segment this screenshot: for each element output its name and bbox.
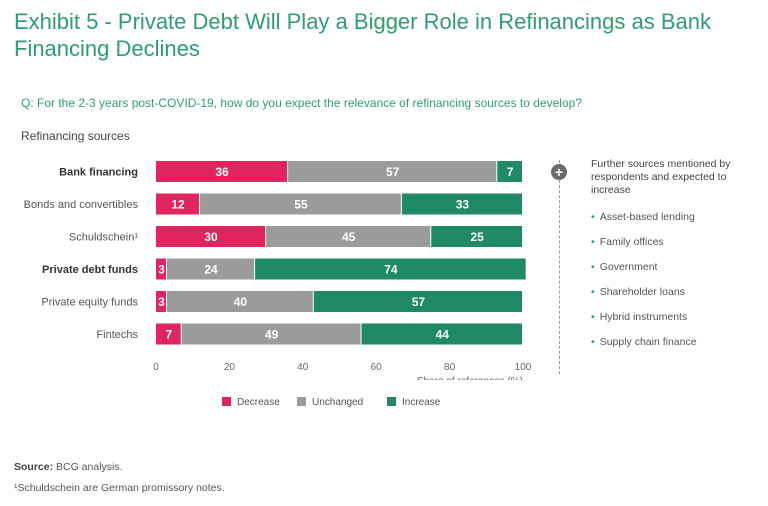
- x-tick-label: 40: [297, 362, 309, 373]
- bar-segment-unchanged: [181, 323, 361, 345]
- bar-segment-unchanged: [200, 193, 401, 215]
- bar-segment-decrease: [156, 291, 167, 312]
- category-label: Bank financing: [59, 167, 138, 179]
- data-label: 57: [386, 165, 400, 179]
- legend-item-unchanged: Unchanged: [297, 397, 363, 408]
- data-label: 36: [215, 165, 229, 179]
- data-label: 7: [166, 328, 173, 342]
- data-label: 7: [507, 165, 514, 179]
- further-item-label: Hybrid instruments: [599, 311, 688, 323]
- further-item-label: Asset-based lending: [599, 211, 695, 223]
- bar-segment-increase: [361, 323, 522, 345]
- list-item: • Hybrid instruments: [591, 310, 697, 335]
- stacked-bar-chart: Bank financing 36 57 7 Bonds and convertible…: [24, 161, 532, 380]
- bar-segment-unchanged: [266, 226, 431, 247]
- data-label: 25: [470, 230, 484, 244]
- bar-segment-decrease: [156, 193, 200, 215]
- x-tick-label: 100: [515, 362, 532, 373]
- bar-segment-decrease: [156, 258, 167, 280]
- x-tick-label: 80: [444, 362, 456, 373]
- data-label: 49: [265, 328, 279, 342]
- data-label: 3: [158, 295, 165, 309]
- bullet-icon: •: [591, 261, 595, 273]
- bullet-icon: •: [591, 211, 595, 223]
- bullet-icon: •: [591, 286, 595, 298]
- bar-segment-unchanged: [288, 161, 497, 182]
- source-text: BCG analysis.: [56, 461, 123, 473]
- category-label: Private equity funds: [41, 297, 138, 309]
- data-label: 12: [171, 198, 185, 212]
- legend-label: Decrease: [237, 397, 280, 408]
- legend-swatch-unchanged: [297, 397, 306, 406]
- plus-icon: +: [551, 164, 567, 180]
- data-label: 57: [412, 295, 426, 309]
- x-tick-label: 60: [371, 362, 383, 373]
- data-label: 44: [436, 328, 450, 342]
- further-item-label: Shareholder loans: [599, 286, 685, 298]
- category-label: Private debt funds: [42, 264, 138, 276]
- sources-label: Refinancing sources: [21, 129, 130, 143]
- bullet-icon: •: [591, 236, 595, 248]
- data-label: 30: [204, 230, 218, 244]
- data-label: 24: [204, 263, 218, 277]
- bar-segment-decrease: [156, 226, 266, 247]
- legend-swatch-decrease: [222, 397, 231, 406]
- further-item-label: Government: [599, 261, 658, 273]
- further-sources-list: • Asset-based lending • Family offices • Go…: [591, 210, 697, 360]
- x-tick-label: 0: [153, 362, 159, 373]
- list-item: • Shareholder loans: [591, 285, 697, 310]
- legend-swatch-increase: [387, 397, 396, 406]
- data-label: 3: [158, 263, 165, 277]
- x-axis-label: Share of references (%): [417, 376, 523, 380]
- bullet-icon: •: [591, 336, 595, 348]
- data-label: 40: [234, 295, 248, 309]
- dashed-divider: [559, 160, 560, 374]
- bar-segment-increase: [255, 258, 526, 280]
- bar-segment-increase: [497, 161, 522, 182]
- bar-segment-decrease: [156, 161, 288, 182]
- data-label: 55: [294, 198, 308, 212]
- list-item: • Asset-based lending: [591, 210, 697, 235]
- bar-segment-increase: [401, 193, 522, 215]
- bar-segment-decrease: [156, 323, 181, 345]
- list-item: • Family offices: [591, 235, 697, 260]
- data-label: 45: [342, 230, 356, 244]
- bar-segment-increase: [431, 226, 522, 247]
- source-label: Source:: [14, 461, 54, 473]
- bar-segment-increase: [313, 291, 522, 312]
- x-tick-label: 20: [224, 362, 236, 373]
- list-item: • Supply chain finance: [591, 335, 697, 360]
- category-label: Schuldschein¹: [69, 232, 138, 244]
- legend-item-decrease: Decrease: [222, 397, 280, 408]
- data-label: 33: [456, 198, 470, 212]
- further-item-label: Supply chain finance: [599, 336, 697, 348]
- data-label: 74: [384, 263, 398, 277]
- bar-segment-unchanged: [167, 258, 255, 280]
- legend-label: Increase: [402, 397, 441, 408]
- footer-note: ¹Schuldschein are German promissory note…: [14, 482, 225, 494]
- bullet-icon: •: [591, 311, 595, 323]
- survey-question: Q: For the 2-3 years post-COVID-19, how …: [21, 96, 582, 110]
- legend-item-increase: Increase: [387, 397, 440, 408]
- exhibit-title: Exhibit 5 - Private Debt Will Play a Big…: [14, 9, 711, 61]
- category-label: Fintechs: [96, 329, 138, 341]
- further-sources-heading: Further sources mentioned by respondents…: [591, 158, 731, 196]
- bar-segment-unchanged: [167, 291, 313, 312]
- list-item: • Government: [591, 260, 697, 285]
- legend-label: Unchanged: [312, 397, 364, 408]
- further-item-label: Family offices: [599, 236, 664, 248]
- category-label: Bonds and convertibles: [24, 199, 139, 211]
- footer-source: Source: BCG analysis.: [14, 461, 123, 473]
